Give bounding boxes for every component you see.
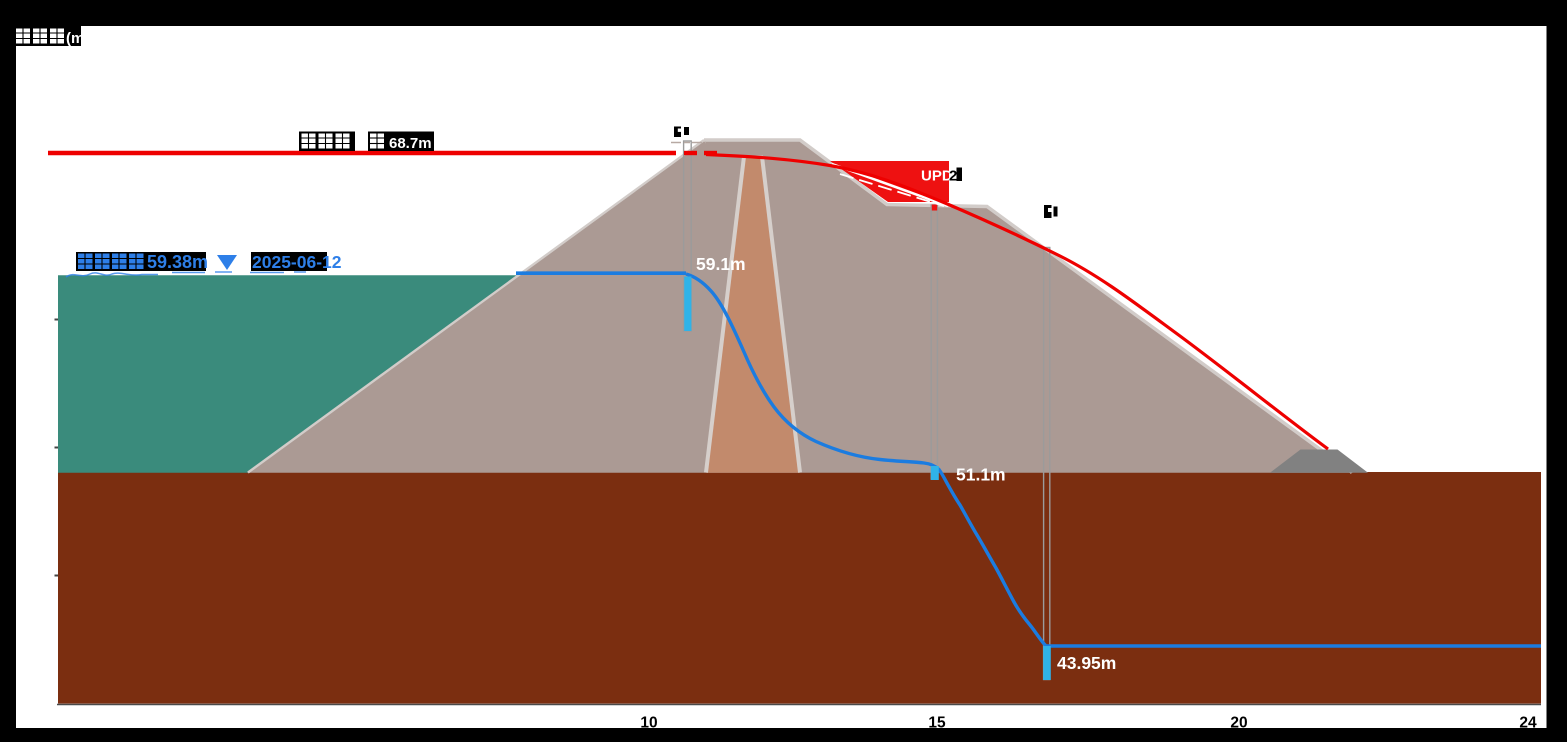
svg-text:2: 2 [949,168,957,185]
svg-text:15: 15 [928,715,946,732]
svg-text:20: 20 [1230,715,1247,732]
svg-text:59.1m: 59.1m [696,254,746,274]
svg-text:10: 10 [640,715,657,732]
svg-text:43.95m: 43.95m [1057,653,1116,673]
svg-text:(m: (m [66,30,84,47]
svg-text:2025-06-12: 2025-06-12 [252,252,342,272]
svg-text:51.1m: 51.1m [956,465,1006,485]
svg-text:24: 24 [1519,715,1537,732]
svg-text:68.7m: 68.7m [389,135,432,152]
svg-text:UPD: UPD [921,168,953,185]
svg-text:59.38m: 59.38m [147,252,208,272]
